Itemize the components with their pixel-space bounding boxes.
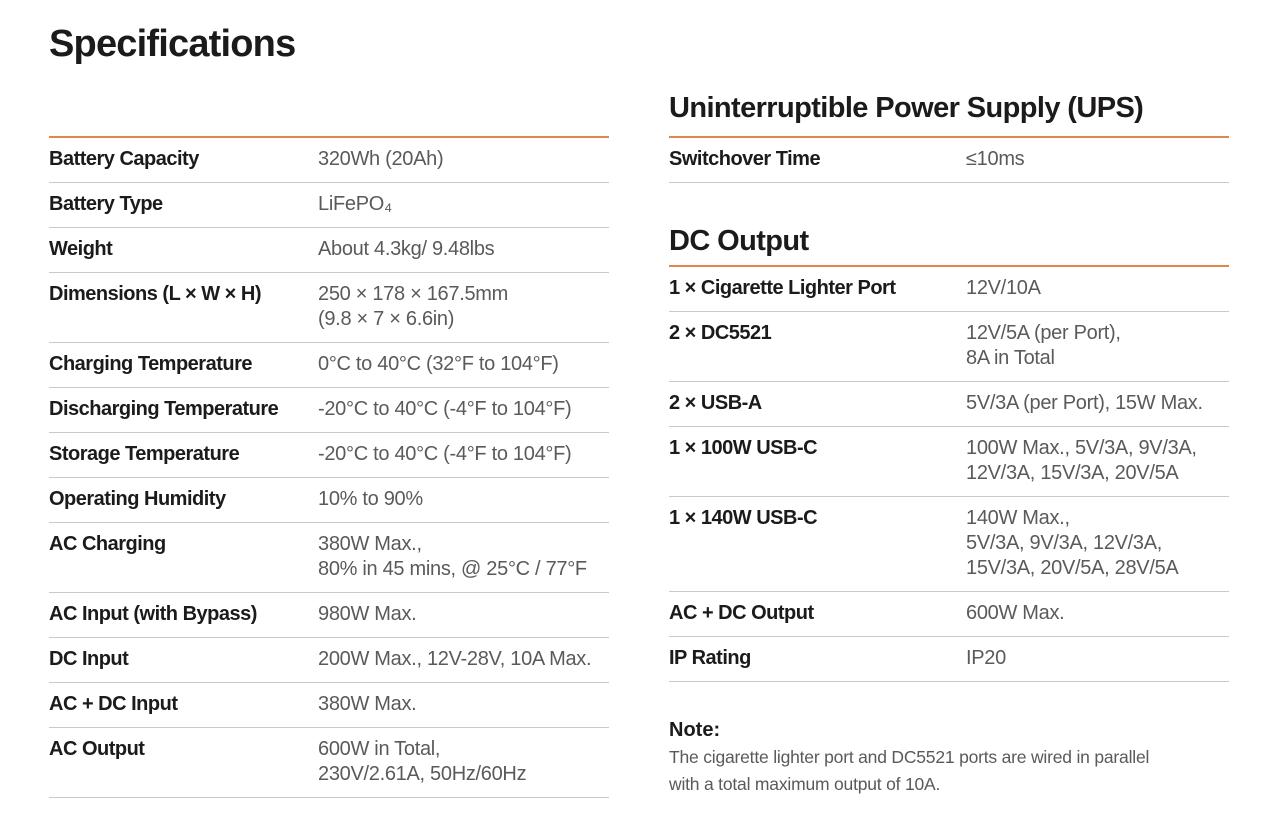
- spec-value: 980W Max.: [318, 603, 417, 625]
- spec-label: Charging Temperature: [49, 353, 253, 375]
- spec-row-battery-capacity: Battery Capacity 320Wh (20Ah): [49, 138, 609, 183]
- spec-row-storage-temperature: Storage Temperature -20°C to 40°C (-4°F …: [49, 433, 609, 478]
- spec-value: 0°C to 40°C (32°F to 104°F): [318, 353, 559, 375]
- spec-row-weight: Weight About 4.3kg/ 9.48lbs: [49, 228, 609, 273]
- spec-row-battery-type: Battery Type LiFePO₄: [49, 183, 609, 228]
- spec-label: 1 × 140W USB-C: [669, 507, 818, 529]
- spec-row-dimensions: Dimensions (L × W × H) 250 × 178 × 167.5…: [49, 273, 609, 343]
- spec-row-140w-usb-c: 1 × 140W USB-C 140W Max., 5V/3A, 9V/3A, …: [669, 497, 1229, 592]
- spec-value: 12V/5A (per Port), 8A in Total: [966, 322, 1121, 369]
- spec-label: 2 × USB-A: [669, 392, 762, 414]
- spec-row-charging-temperature: Charging Temperature 0°C to 40°C (32°F t…: [49, 343, 609, 388]
- spec-label: AC Charging: [49, 533, 166, 555]
- spec-value: 5V/3A (per Port), 15W Max.: [966, 392, 1203, 414]
- spec-value: 250 × 178 × 167.5mm (9.8 × 7 × 6.6in): [318, 283, 508, 330]
- spec-label: 1 × 100W USB-C: [669, 437, 818, 459]
- spec-row-dc-input: DC Input 200W Max., 12V-28V, 10A Max.: [49, 638, 609, 683]
- spec-row-operating-humidity: Operating Humidity 10% to 90%: [49, 478, 609, 523]
- spec-value: LiFePO₄: [318, 193, 392, 215]
- note-text: The cigarette lighter port and DC5521 po…: [669, 747, 1150, 794]
- spec-value: IP20: [966, 647, 1006, 669]
- spec-label: Discharging Temperature: [49, 398, 279, 420]
- spec-row-switchover-time: Switchover Time ≤10ms: [669, 138, 1229, 183]
- spec-value: 380W Max.: [318, 693, 417, 715]
- ups-section-heading: Uninterruptible Power Supply (UPS): [669, 92, 1144, 124]
- spec-value: 600W Max.: [966, 602, 1065, 624]
- spec-label: Storage Temperature: [49, 443, 240, 465]
- spec-row-ac-output: AC Output 600W in Total, 230V/2.61A, 50H…: [49, 728, 609, 798]
- spec-row-discharging-temperature: Discharging Temperature -20°C to 40°C (-…: [49, 388, 609, 433]
- spec-value: 12V/10A: [966, 277, 1041, 299]
- page-title: Specifications: [49, 23, 296, 65]
- spec-label: Battery Capacity: [49, 148, 199, 170]
- spec-value: ≤10ms: [966, 148, 1025, 170]
- note-title: Note:: [669, 719, 721, 741]
- output-specs-column: Uninterruptible Power Supply (UPS) Switc…: [669, 88, 1229, 682]
- spec-label: Battery Type: [49, 193, 163, 215]
- spec-label: 1 × Cigarette Lighter Port: [669, 277, 896, 299]
- dc-output-specs-table: 1 × Cigarette Lighter Port 12V/10A 2 × D…: [669, 265, 1229, 682]
- spec-row-cigarette-lighter-port: 1 × Cigarette Lighter Port 12V/10A: [669, 267, 1229, 312]
- spec-label: AC + DC Output: [669, 602, 814, 624]
- general-specs-table: Battery Capacity 320Wh (20Ah) Battery Ty…: [49, 136, 609, 798]
- spec-label: Operating Humidity: [49, 488, 226, 510]
- spec-value: 600W in Total, 230V/2.61A, 50Hz/60Hz: [318, 738, 527, 785]
- spec-label: AC Output: [49, 738, 145, 760]
- spec-label: 2 × DC5521: [669, 322, 772, 344]
- general-specs-column: Battery Capacity 320Wh (20Ah) Battery Ty…: [49, 136, 609, 798]
- spec-value: -20°C to 40°C (-4°F to 104°F): [318, 398, 572, 420]
- spec-row-ac-charging: AC Charging 380W Max., 80% in 45 mins, @…: [49, 523, 609, 593]
- spec-value: -20°C to 40°C (-4°F to 104°F): [318, 443, 572, 465]
- spec-label: AC + DC Input: [49, 693, 178, 715]
- spec-label: AC Input (with Bypass): [49, 603, 257, 625]
- spec-value: 200W Max., 12V-28V, 10A Max.: [318, 648, 592, 670]
- spec-value: 140W Max., 5V/3A, 9V/3A, 12V/3A, 15V/3A,…: [966, 507, 1179, 579]
- spec-value: About 4.3kg/ 9.48lbs: [318, 238, 495, 260]
- spec-value: 320Wh (20Ah): [318, 148, 444, 170]
- spec-value: 380W Max., 80% in 45 mins, @ 25°C / 77°F: [318, 533, 587, 580]
- spec-row-ip-rating: IP Rating IP20: [669, 637, 1229, 682]
- spec-label: Dimensions (L × W × H): [49, 283, 262, 305]
- spec-row-ac-dc-input: AC + DC Input 380W Max.: [49, 683, 609, 728]
- spec-row-usb-a: 2 × USB-A 5V/3A (per Port), 15W Max.: [669, 382, 1229, 427]
- spec-row-ac-input-bypass: AC Input (with Bypass) 980W Max.: [49, 593, 609, 638]
- dc-output-section-heading: DC Output: [669, 225, 809, 257]
- spec-label: DC Input: [49, 648, 129, 670]
- spec-label: Weight: [49, 238, 113, 260]
- spec-row-dc5521: 2 × DC5521 12V/5A (per Port), 8A in Tota…: [669, 312, 1229, 382]
- spec-value: 100W Max., 5V/3A, 9V/3A, 12V/3A, 15V/3A,…: [966, 437, 1197, 484]
- spec-label: Switchover Time: [669, 148, 821, 170]
- spec-row-100w-usb-c: 1 × 100W USB-C 100W Max., 5V/3A, 9V/3A, …: [669, 427, 1229, 497]
- note-block: Note: The cigarette lighter port and DC5…: [669, 716, 1229, 798]
- spec-value: 10% to 90%: [318, 488, 423, 510]
- spec-label: IP Rating: [669, 647, 751, 669]
- ups-specs-table: Switchover Time ≤10ms: [669, 136, 1229, 183]
- spec-row-ac-dc-output: AC + DC Output 600W Max.: [669, 592, 1229, 637]
